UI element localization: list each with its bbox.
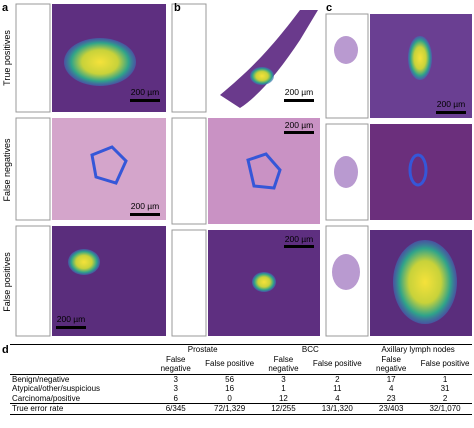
cell: 3 <box>173 374 178 384</box>
cell: 56 <box>225 374 235 384</box>
image-panels: a b c True positives False negatives Fal… <box>2 2 472 337</box>
panel-label: d <box>2 344 9 356</box>
panel-label: a <box>2 2 9 14</box>
table: Prostate BCC Axillary lymph nodes False … <box>10 344 472 415</box>
cell: 6/345 <box>148 403 203 415</box>
cell: 12/255 <box>256 403 311 415</box>
table-row: Atypical/other/suspicious 3 16 1 11 4 31 <box>10 384 472 394</box>
row-header: Benign/negative <box>12 374 70 384</box>
row-label: False negatives <box>2 138 12 202</box>
cell: 6 <box>173 393 178 403</box>
scale-bar-label: 200 µm <box>285 120 314 130</box>
cell: 0 <box>227 393 232 403</box>
group-header: BCC <box>301 345 319 354</box>
cell: 72/1,329 <box>202 403 257 415</box>
cell: 16 <box>225 384 235 393</box>
cell: 2 <box>335 374 340 384</box>
cell: 1 <box>442 374 448 384</box>
scale-bar-label: 200 µm <box>131 201 160 211</box>
cell: 32/1,070 <box>418 403 472 415</box>
corner <box>10 345 149 355</box>
cell: 31 <box>440 384 450 393</box>
scale-bar-label: 200 µm <box>437 99 466 109</box>
row-header: True error rate <box>10 403 149 415</box>
sub-header: False negative <box>256 354 311 375</box>
cell: 4 <box>335 393 340 403</box>
sub-header: False negative <box>364 354 419 375</box>
cell: 12 <box>278 393 288 403</box>
row-label: False positives <box>2 252 12 312</box>
scale-bar-label: 200 µm <box>285 234 314 244</box>
panel-label: c <box>326 2 332 14</box>
cell: 23/403 <box>364 403 419 415</box>
table-row: True error rate 6/345 72/1,329 12/255 13/1,3… <box>10 403 472 415</box>
sub-header: False positive <box>310 354 365 375</box>
cell: 17 <box>386 374 396 384</box>
cell: 11 <box>333 384 342 393</box>
tissue-images <box>15 3 472 337</box>
row-header: Atypical/other/suspicious <box>12 384 101 393</box>
cell: 13/1,320 <box>310 403 365 415</box>
cell: 1 <box>281 384 286 393</box>
scale-bar-label: 200 µm <box>285 87 314 97</box>
cell: 23 <box>386 393 396 403</box>
table-row: Benign/negative 3 56 3 2 17 1 <box>10 374 472 384</box>
scale-bar-label: 200 µm <box>57 314 86 324</box>
sub-header: False negative <box>148 354 203 375</box>
scale-bar-label: 200 µm <box>131 87 160 97</box>
sub-header: False positive <box>202 354 257 375</box>
results-table: d Prostate BCC Axillary lymph nodes Fals… <box>0 344 474 415</box>
row-label: True positives <box>2 30 12 86</box>
group-header: Axillary lymph nodes <box>381 345 455 354</box>
cell: 3 <box>173 384 178 393</box>
corner <box>10 354 149 375</box>
cell: 2 <box>442 393 448 403</box>
panel-label: b <box>174 2 181 14</box>
sub-header: False positive <box>418 354 472 375</box>
table-body: Benign/negative 3 56 3 2 17 1 Atypical/other/su… <box>10 374 472 415</box>
table-row: Carcinoma/positive 6 0 12 4 23 2 <box>10 394 472 404</box>
cell: 4 <box>388 384 394 393</box>
group-header: Prostate <box>187 345 218 354</box>
row-header: Carcinoma/positive <box>12 393 81 403</box>
cell: 3 <box>281 374 286 384</box>
